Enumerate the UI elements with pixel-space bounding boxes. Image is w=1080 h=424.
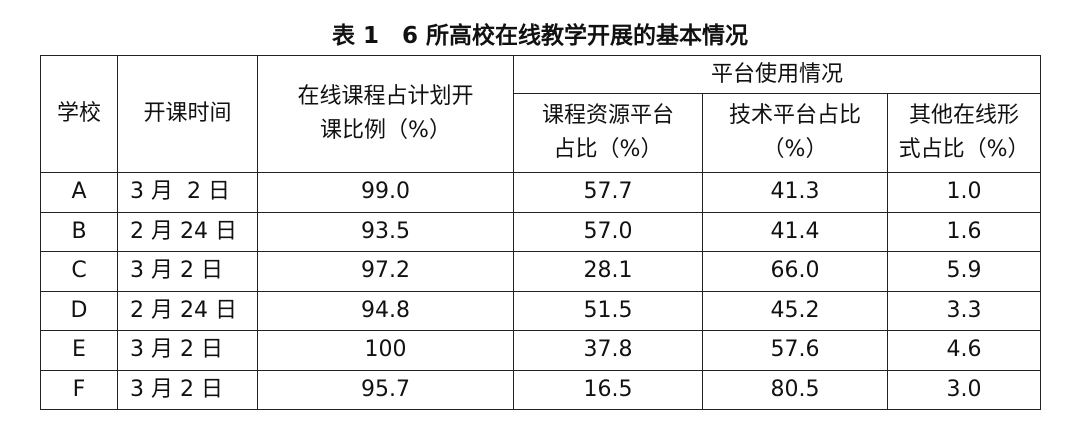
header-cell: 平台使用情况 xyxy=(512,55,1042,94)
header-cell: 技术平台占比 （%） xyxy=(702,93,888,173)
header-cell: 课程资源平台 占比（%） xyxy=(513,93,703,173)
table-cell: D xyxy=(40,290,118,331)
table-cell: 99.0 xyxy=(257,172,514,213)
table-cell: 3 月 2 日 xyxy=(117,330,258,371)
table-cell: 51.5 xyxy=(513,290,703,331)
table-cell: 66.0 xyxy=(702,251,888,292)
table-cell: 37.8 xyxy=(513,330,703,371)
table-cell: 2 月 24 日 xyxy=(117,211,258,252)
table-cell: 3 月 2 日 xyxy=(117,172,258,213)
header-line: 占比（%） xyxy=(553,137,663,162)
table-title: 表 1 6 所高校在线教学开展的基本情况 xyxy=(331,23,749,49)
table-cell: C xyxy=(40,251,118,292)
table-cell: 1.6 xyxy=(886,211,1042,252)
table-cell: 2 月 24 日 xyxy=(117,290,258,331)
table-cell: 57.0 xyxy=(513,211,703,252)
table-cell: 94.8 xyxy=(257,290,514,331)
header-line: 在线课程占计划开 xyxy=(297,84,474,109)
header-cell: 学校 xyxy=(40,55,118,173)
table-cell: 4.6 xyxy=(886,330,1042,371)
header-line: 课比例（%） xyxy=(320,118,451,143)
table-cell: 93.5 xyxy=(257,211,514,252)
table-cell: B xyxy=(40,211,118,252)
table-cell: 3 月 2 日 xyxy=(117,251,258,292)
table-cell: 100 xyxy=(257,330,514,371)
table-cell: 95.7 xyxy=(257,369,514,410)
table-cell: 28.1 xyxy=(513,251,703,292)
table-cell: 41.4 xyxy=(702,211,888,252)
table-cell: F xyxy=(40,369,118,410)
header-line: 式占比（%） xyxy=(898,137,1030,162)
table-cell: 3.0 xyxy=(886,369,1042,410)
table-cell: 41.3 xyxy=(702,172,888,213)
header-cell: 在线课程占计划开 课比例（%） xyxy=(257,55,514,173)
table-cell: 16.5 xyxy=(513,369,703,410)
header-cell: 开课时间 xyxy=(117,55,258,173)
table-cell: 97.2 xyxy=(257,251,514,292)
table-cell: 57.6 xyxy=(702,330,888,371)
table-cell: 57.7 xyxy=(513,172,703,213)
header-line: 技术平台占比 xyxy=(728,103,861,128)
table-cell: A xyxy=(40,172,118,213)
header-line: （%） xyxy=(762,137,828,162)
table-cell: 80.5 xyxy=(702,369,888,410)
table-cell: 1.0 xyxy=(886,172,1042,213)
table-cell: 45.2 xyxy=(702,290,888,331)
header-cell: 其他在线形式占比（%） xyxy=(886,93,1042,173)
table-cell: E xyxy=(40,330,118,371)
table-cell: 3.3 xyxy=(886,290,1042,331)
data-table: 学校 开课时间 在线课程占计划开 课比例（%） 平台使用情况 课程资源平台 占比（… xyxy=(40,55,1042,410)
header-row: 课程资源平台 占比（%） 技术平台占比 （%） 其他在线形式占比（%） xyxy=(41,93,1042,173)
header-line: 课程资源平台 xyxy=(541,103,674,128)
header-line: 其他在线形 xyxy=(909,103,1020,128)
table-cell: 3 月 2 日 xyxy=(117,369,258,410)
table-cell: 5.9 xyxy=(886,251,1042,292)
